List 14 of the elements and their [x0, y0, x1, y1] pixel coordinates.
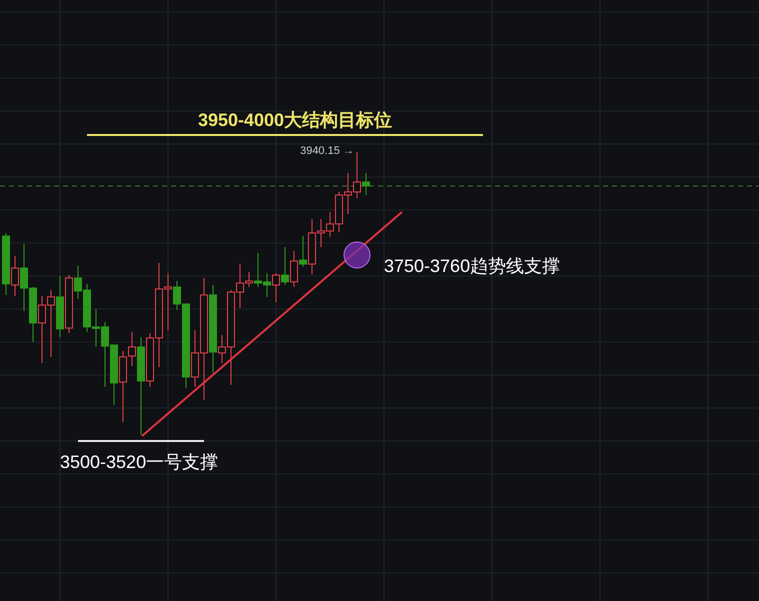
candlestick	[119, 350, 127, 422]
candlestick	[299, 236, 307, 268]
candlestick	[56, 275, 64, 338]
candlestick	[362, 172, 370, 196]
candlestick	[137, 336, 145, 436]
candlestick	[290, 250, 298, 288]
candlestick	[209, 284, 217, 374]
candlestick	[11, 255, 19, 297]
candlestick	[65, 274, 73, 334]
candlestick	[128, 331, 136, 366]
annotation: 3940.15 →	[300, 145, 354, 157]
text: 3500-3520一号支撑	[60, 452, 218, 472]
text: 3950-4000大结构目标位	[198, 110, 392, 130]
text: 3750-3760趋势线支撑	[384, 256, 560, 276]
